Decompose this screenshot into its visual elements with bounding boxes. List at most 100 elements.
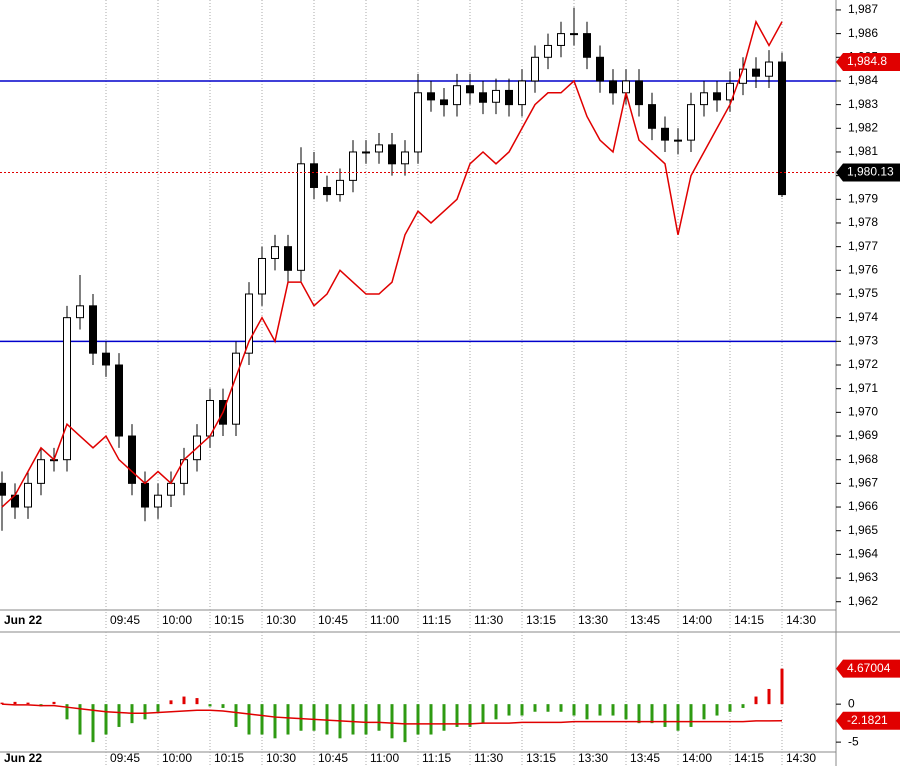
histogram-bar xyxy=(91,704,95,743)
x-tick-label: 10:00 xyxy=(162,751,192,765)
x-tick-label: 13:30 xyxy=(578,613,608,627)
histogram-bar xyxy=(494,704,498,720)
candle-body xyxy=(37,459,45,484)
histogram-bar xyxy=(754,696,758,705)
candle-body xyxy=(102,352,110,366)
x-tick-label: 10:45 xyxy=(318,751,348,765)
candle-body xyxy=(323,186,331,196)
x-tick-label: 13:45 xyxy=(630,613,660,627)
candle-body xyxy=(661,127,669,141)
y-tick-label: 1,969 xyxy=(848,428,878,442)
histogram-bar xyxy=(702,704,706,720)
histogram-bar xyxy=(195,698,199,705)
histogram-bar xyxy=(546,704,550,712)
histogram-bar xyxy=(611,704,615,716)
histogram-bar xyxy=(377,704,381,731)
candle-body xyxy=(128,435,136,484)
candle-body xyxy=(271,246,279,259)
y-tick-label: 1,984 xyxy=(848,73,878,87)
x-tick-label: 13:15 xyxy=(526,751,556,765)
y-tick-label: 1,981 xyxy=(848,144,878,158)
y-tick-label: 1,987 xyxy=(848,2,878,16)
candle-body xyxy=(141,482,149,508)
histogram-bar xyxy=(260,704,264,735)
histogram-bar xyxy=(663,704,667,727)
y-tick-label: 1,967 xyxy=(848,476,878,490)
histogram-bar xyxy=(507,704,511,716)
x-tick-label: 11:15 xyxy=(422,613,451,627)
x-tick-label: Jun 22 xyxy=(4,613,42,627)
histogram-bar xyxy=(390,704,394,739)
histogram-bar xyxy=(299,704,303,731)
y-tick-label: 1,982 xyxy=(848,120,878,134)
candle-body xyxy=(310,163,318,188)
x-tick-label: 13:15 xyxy=(526,613,556,627)
histogram-bar xyxy=(715,704,719,716)
histogram-bar xyxy=(325,704,329,735)
y-tick-label: 1,963 xyxy=(848,570,878,584)
histogram-bar xyxy=(442,704,446,731)
histogram-bar xyxy=(403,704,407,743)
histogram-bar xyxy=(312,704,316,731)
candle-body xyxy=(284,246,292,271)
candle-body xyxy=(765,61,773,77)
y-tick-label: 1,964 xyxy=(848,547,878,561)
y-tick-label: 1,971 xyxy=(848,381,878,395)
y-tick-label: 1,979 xyxy=(848,191,878,205)
y-tick-label: 1,973 xyxy=(848,334,878,348)
candle-body xyxy=(583,33,591,58)
candle-body xyxy=(700,92,708,106)
x-tick-label: 10:30 xyxy=(266,613,296,627)
histogram-bar xyxy=(182,696,186,705)
candle-body xyxy=(336,179,344,196)
x-tick-label: 10:00 xyxy=(162,613,192,627)
histogram-bar xyxy=(117,704,121,727)
candle-body xyxy=(245,293,253,354)
y-tick-label: 1,978 xyxy=(848,215,878,229)
histogram-bar xyxy=(0,702,4,705)
histogram-bar xyxy=(13,701,17,705)
histogram-bar xyxy=(26,702,30,705)
candle-body xyxy=(466,85,474,94)
x-tick-label: 10:45 xyxy=(318,613,348,627)
y-tick-label: 1,975 xyxy=(848,286,878,300)
y-tick-label: 1,966 xyxy=(848,499,878,513)
y-tick-label: 1,983 xyxy=(848,97,878,111)
y-tick-label: 1,965 xyxy=(848,523,878,537)
price-marker xyxy=(836,659,900,678)
candle-body xyxy=(492,89,500,103)
x-tick-label: 09:45 xyxy=(110,751,140,765)
candle-body xyxy=(232,352,240,425)
histogram-bar xyxy=(676,704,680,731)
candle-body xyxy=(726,82,734,101)
price-marker-label: 4.67004 xyxy=(847,661,891,675)
histogram-bar xyxy=(624,704,628,720)
candle-body xyxy=(505,89,513,106)
histogram-bar xyxy=(351,704,355,735)
histogram-bar xyxy=(221,704,225,708)
candle-body xyxy=(349,151,357,181)
y-tick-label: 1,972 xyxy=(848,357,878,371)
candle-body xyxy=(297,163,305,271)
y-tick-label: 1,968 xyxy=(848,452,878,466)
x-tick-label: 09:45 xyxy=(110,613,140,627)
histogram-bar xyxy=(455,704,459,727)
histogram-bar xyxy=(767,688,771,705)
price-marker-label: 1,980.13 xyxy=(847,165,894,179)
candle-body xyxy=(635,80,643,106)
candle-body xyxy=(557,33,565,46)
histogram-bar xyxy=(364,704,368,735)
histogram-bar xyxy=(247,704,251,735)
histogram-bar xyxy=(468,704,472,727)
candle-body xyxy=(440,99,448,106)
candle-body xyxy=(258,257,266,295)
candle-body xyxy=(479,92,487,103)
x-tick-label: 11:30 xyxy=(474,613,503,627)
histogram-bar xyxy=(143,704,147,720)
histogram-bar xyxy=(585,704,589,720)
candle-body xyxy=(362,151,370,154)
overlay-line xyxy=(1,19,783,508)
x-tick-label: 11:00 xyxy=(370,613,399,627)
